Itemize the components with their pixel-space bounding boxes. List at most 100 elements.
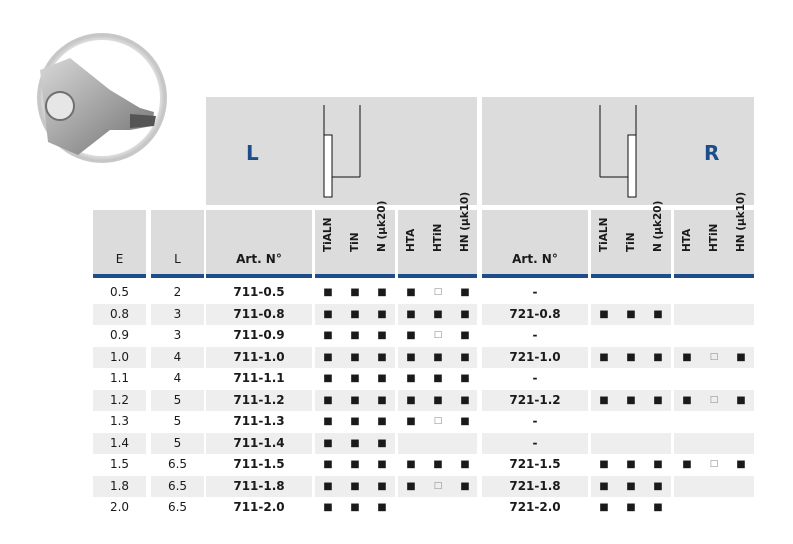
cell-art-right: 721-1.5 [509,457,561,471]
availability-optional-icon: □ [709,351,719,362]
availability-icon: ■ [433,373,443,384]
availability-icon: ■ [653,502,663,513]
cell-e: 1.2 [109,392,130,407]
header-l-label: L [174,252,181,266]
header-e-label: E [115,252,124,266]
cell-art-left: 711-1.5 [233,457,285,471]
availability-icon: ■ [406,330,416,341]
table-row: 1.4 5 711-1.4 - ■ ■ ■ [93,432,754,454]
cell-e: 1.5 [109,457,130,471]
cell-e: 1.4 [109,435,130,450]
table-row: 1.0 4 711-1.0 721-1.0 ■ ■ ■ ■ ■ ■ ■ ■ ■ ■ □ ■ [93,346,754,368]
header-coatings-left-a: TiALN TiN N (µk20) [315,201,395,278]
cell-l: 5 [173,414,182,428]
table-row: 0.8 3 711-0.8 721-0.8 ■ ■ ■ ■ ■ ■ ■ ■ ■ [93,303,754,325]
cell-l: 3 [173,306,182,321]
availability-icon: ■ [626,351,636,363]
availability-icon: ■ [736,459,746,470]
table-row: 1.3 5 711-1.3 - ■ ■ ■ ■ □ ■ [93,411,754,432]
header-coatings-right-b: HTA HTiN HN (µk10) [674,192,754,278]
availability-optional-icon: □ [433,480,443,491]
cell-art-right: 721-1.8 [509,478,561,493]
cell-art-right: - [532,414,538,428]
cell-l: 4 [173,371,182,385]
cell-l: 5 [173,392,182,407]
availability-icon: ■ [406,459,416,470]
availability-icon: ■ [350,330,360,341]
cell-e: 0.5 [109,285,130,299]
header-art-right: Art. N° [482,210,588,278]
cell-art-left: 711-1.2 [233,392,285,407]
availability-icon: ■ [406,373,416,384]
header-coating: TiALN [598,217,610,252]
availability-icon: ■ [323,308,333,320]
availability-icon: ■ [350,373,360,384]
left-hand-label: L [246,141,259,165]
availability-icon: ■ [682,351,692,363]
cell-e: 1.8 [109,478,130,493]
availability-icon: ■ [460,287,470,298]
availability-icon: ■ [599,394,609,406]
availability-icon: ■ [682,459,692,470]
cell-e: 1.1 [109,371,130,385]
table-row: 1.2 5 711-1.2 721-1.2 ■ ■ ■ ■ ■ ■ ■ ■ ■ ■ □ ■ [93,389,754,411]
availability-icon: ■ [323,459,333,470]
availability-icon: ■ [323,437,333,449]
availability-icon: ■ [626,480,636,492]
availability-icon: ■ [433,351,443,363]
cell-art-left: 711-1.1 [233,371,285,385]
availability-icon: ■ [350,416,360,427]
availability-icon: ■ [377,308,387,320]
availability-icon: ■ [350,351,360,363]
availability-icon: ■ [460,351,470,363]
header-coatings-left-b: HTA HTiN HN (µk10) [398,192,477,278]
availability-icon: ■ [323,416,333,427]
header-coating: N (µk20) [376,200,388,252]
availability-icon: ■ [350,394,360,406]
availability-optional-icon: □ [433,287,443,297]
availability-icon: ■ [460,480,470,492]
cell-art-right: 721-1.2 [509,392,561,407]
cell-l: 6.5 [167,500,188,514]
availability-icon: ■ [350,480,360,492]
availability-icon: ■ [406,351,416,363]
header-art-left: Art. N° [206,210,312,278]
cell-l: 6.5 [167,457,188,471]
cell-l: 3 [173,328,182,342]
availability-icon: ■ [736,351,746,363]
cell-art-right: - [532,371,538,385]
header-l: L [151,210,204,278]
availability-icon: ■ [460,394,470,406]
availability-icon: ■ [433,308,443,320]
availability-icon: ■ [377,394,387,406]
availability-optional-icon: □ [433,416,443,426]
cell-e: 0.8 [109,306,130,321]
availability-icon: ■ [377,437,387,449]
header-coating: HN (µk10) [459,191,471,252]
availability-icon: ■ [323,373,333,384]
tool-insert-image [30,30,175,165]
availability-icon: ■ [460,459,470,470]
cell-art-right: 721-0.8 [509,306,561,321]
availability-icon: ■ [626,308,636,320]
header-coating: HTiN [708,223,720,252]
cell-l: 6.5 [167,478,188,493]
availability-icon: ■ [323,394,333,406]
availability-icon: ■ [323,480,333,492]
availability-icon: ■ [350,308,360,320]
availability-icon: ■ [323,330,333,341]
availability-icon: ■ [653,394,663,406]
table-row: 2.0 6.5 711-2.0 721-2.0 ■ ■ ■ ■ ■ ■ [93,497,754,518]
header-coating: TiN [625,232,637,252]
header-coating: N (µk20) [652,200,664,252]
availability-icon: ■ [653,459,663,470]
availability-icon: ■ [460,308,470,320]
availability-icon: ■ [736,394,746,406]
cell-e: 2.0 [109,500,130,514]
availability-optional-icon: □ [709,394,719,405]
cell-art-left: 711-0.9 [233,328,285,342]
cell-art-left: 711-0.5 [233,285,285,299]
table-row: 0.9 3 711-0.9 - ■ ■ ■ ■ □ ■ [93,325,754,346]
cell-l: 2 [173,285,182,299]
availability-icon: ■ [406,416,416,427]
